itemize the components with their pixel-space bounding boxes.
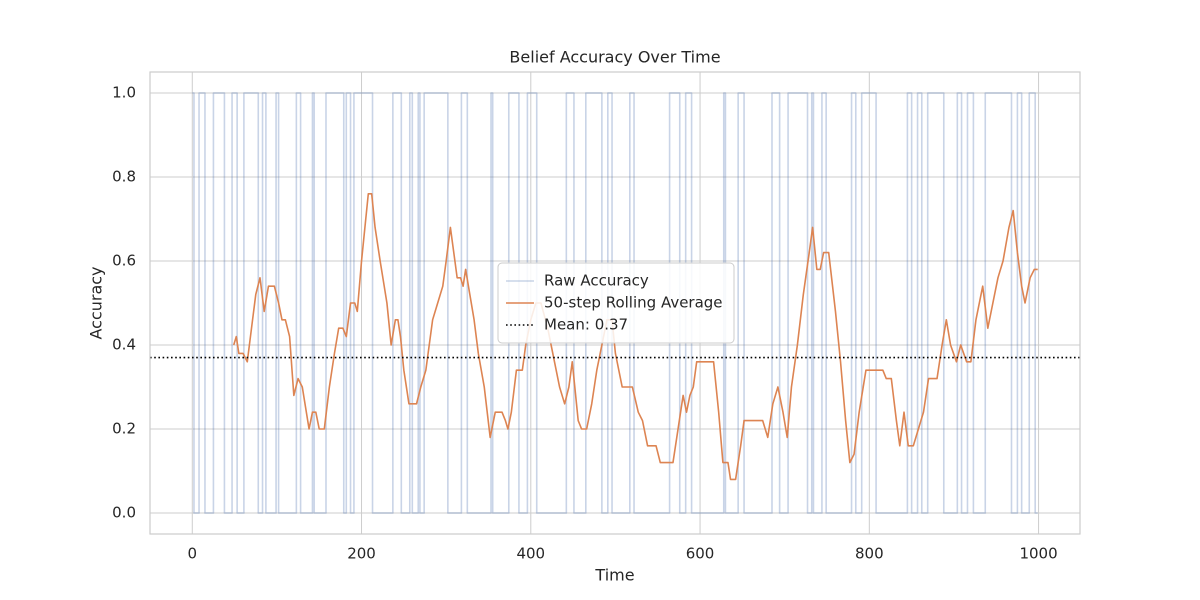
y-tick-label: 0.6	[112, 252, 136, 270]
series-line	[232, 193, 1038, 481]
legend: Raw Accuracy 50-step Rolling Average Mean:…	[497, 262, 735, 344]
y-axis-label: Accuracy	[87, 266, 106, 339]
legend-box	[497, 262, 735, 344]
legend-label: 50-step Rolling Average	[544, 294, 723, 312]
x-tick-label: 800	[855, 545, 884, 563]
chart-title: Belief Accuracy Over Time	[509, 48, 720, 67]
y-tick-label: 1.0	[112, 84, 136, 102]
y-tick-label: 0.4	[112, 336, 136, 354]
x-axis-label: Time	[594, 566, 634, 585]
legend-label: Mean: 0.37	[544, 316, 628, 334]
x-tick-label: 1000	[1019, 545, 1057, 563]
x-tick-label: 0	[187, 545, 197, 563]
y-tick-label: 0.8	[112, 168, 136, 186]
y-tick-label: 0.2	[112, 420, 136, 438]
legend-label: Raw Accuracy	[544, 272, 649, 290]
plot-frame	[149, 71, 1081, 535]
y-tick-label: 0.0	[112, 504, 136, 522]
x-tick-label: 600	[686, 545, 715, 563]
x-tick-label: 200	[347, 545, 376, 563]
x-tick-label: 400	[516, 545, 545, 563]
